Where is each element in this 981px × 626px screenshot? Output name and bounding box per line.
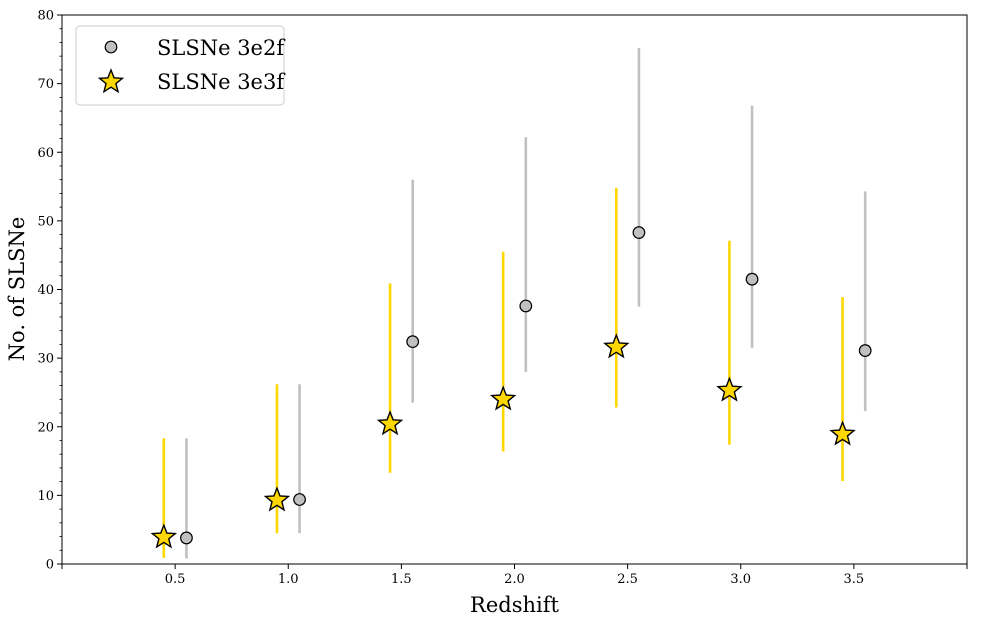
y-tick-label: 60 <box>37 146 54 161</box>
y-tick-label: 0 <box>46 558 54 573</box>
y-tick-label: 10 <box>37 489 54 504</box>
star-point <box>829 420 856 446</box>
star-point <box>376 410 404 436</box>
x-tick-label: 2.0 <box>504 572 525 587</box>
legend-label-3e2f: SLSNe 3e2f <box>157 36 286 60</box>
circle-point <box>406 335 420 349</box>
x-tick-label: 1.5 <box>391 572 412 587</box>
legend-marker-circle <box>104 40 118 54</box>
markers-layer <box>150 226 872 549</box>
x-tick-label: 3.5 <box>844 572 865 587</box>
star-point <box>716 376 743 402</box>
x-tick-label: 1.0 <box>278 572 299 587</box>
star-point <box>263 486 291 512</box>
star-point <box>489 385 517 411</box>
circle-point <box>632 226 646 239</box>
y-tick-label: 70 <box>37 77 54 92</box>
circle-point <box>180 531 193 545</box>
ticks-layer: 0.5 1.0 1.5 2.0 2.5 3.0 3.5 0 10 20 30 40 50 60 70 80 <box>37 9 968 587</box>
y-tick-label: 80 <box>37 9 54 24</box>
legend-star-marker <box>97 68 125 94</box>
circle-point <box>745 272 759 286</box>
legend-label-3e3f: SLSNe 3e3f <box>157 70 286 94</box>
x-axis-label: Redshift <box>470 593 559 617</box>
legend: SLSNe 3e2f SLSNe 3e3f <box>75 25 286 106</box>
y-tick-label: 30 <box>37 352 54 367</box>
x-tick-label: 0.5 <box>165 572 186 587</box>
circle-point <box>293 493 306 506</box>
legend-marker-star <box>97 68 125 94</box>
legend-circle-marker <box>104 40 118 54</box>
circle-point <box>519 299 533 313</box>
x-tick-label: 3.0 <box>730 572 751 587</box>
legend-frame <box>75 25 285 106</box>
y-tick-label: 20 <box>37 420 54 435</box>
y-axis-label: No. of SLSNe <box>5 217 29 362</box>
star-point <box>603 333 630 359</box>
y-tick-label: 50 <box>37 214 54 229</box>
y-tick-label: 40 <box>37 283 54 298</box>
star-point <box>150 523 178 549</box>
x-tick-label: 2.5 <box>617 572 638 587</box>
circle-point <box>858 344 872 357</box>
